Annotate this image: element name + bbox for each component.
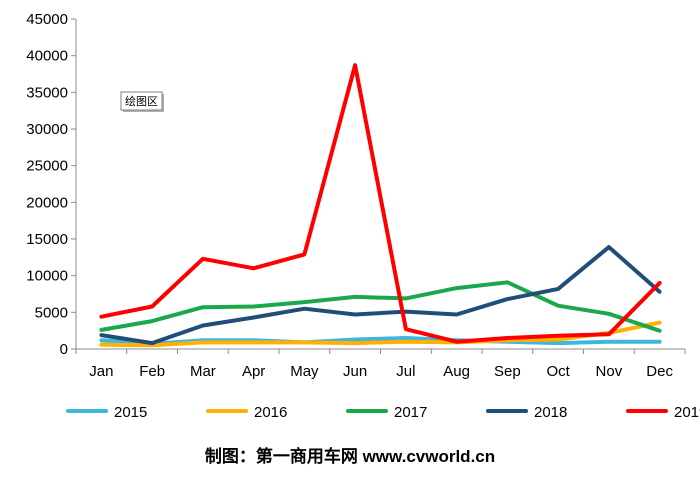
y-tick-label: 0 <box>60 341 68 358</box>
legend-label-2015: 2015 <box>114 404 147 421</box>
series-line-2019 <box>101 65 659 342</box>
x-tick-label: Aug <box>443 363 470 380</box>
x-tick-label: Jul <box>396 363 415 380</box>
y-tick-label: 10000 <box>26 268 68 285</box>
y-tick-label: 25000 <box>26 158 68 175</box>
legend: 2015 2016 2017 2018 2019 <box>68 404 700 421</box>
x-tick-label: Nov <box>596 363 623 380</box>
tooltip-text: 绘图区 <box>125 94 158 108</box>
x-tick-label: Feb <box>139 363 165 380</box>
x-tick-label: May <box>290 363 319 380</box>
y-tick-label: 5000 <box>35 304 68 321</box>
y-tick-label: 35000 <box>26 84 68 101</box>
x-tick-label: Dec <box>646 363 673 380</box>
chart-credit: 制图：第一商用车网 www.cvworld.cn <box>205 446 495 466</box>
x-tick-label: Mar <box>190 363 216 380</box>
x-tick-label: Oct <box>546 363 570 380</box>
legend-label-2017: 2017 <box>394 404 427 421</box>
series-layer <box>101 65 659 345</box>
y-tick-label: 40000 <box>26 48 68 65</box>
y-tick-label: 45000 <box>26 11 68 28</box>
x-tick-label: Jan <box>89 363 113 380</box>
x-tick-label: Apr <box>242 363 265 380</box>
y-ticks: 0 5000 10000 15000 20000 25000 30000 35000 40000… <box>26 11 76 358</box>
y-tick-label: 20000 <box>26 194 68 211</box>
legend-label-2018: 2018 <box>534 404 567 421</box>
x-tick-label: Jun <box>343 363 367 380</box>
y-tick-label: 15000 <box>26 231 68 248</box>
x-ticks: Jan Feb Mar Apr May Jun Jul Aug Sep Oct Nov Dec <box>76 349 685 380</box>
y-tick-label: 30000 <box>26 121 68 138</box>
legend-label-2016: 2016 <box>254 404 287 421</box>
series-line-2017 <box>101 282 659 330</box>
legend-label-2019: 2019 <box>674 404 700 421</box>
plot-area-tooltip: 绘图区 <box>121 92 164 112</box>
x-tick-label: Sep <box>494 363 521 380</box>
series-line-2018 <box>101 247 659 343</box>
